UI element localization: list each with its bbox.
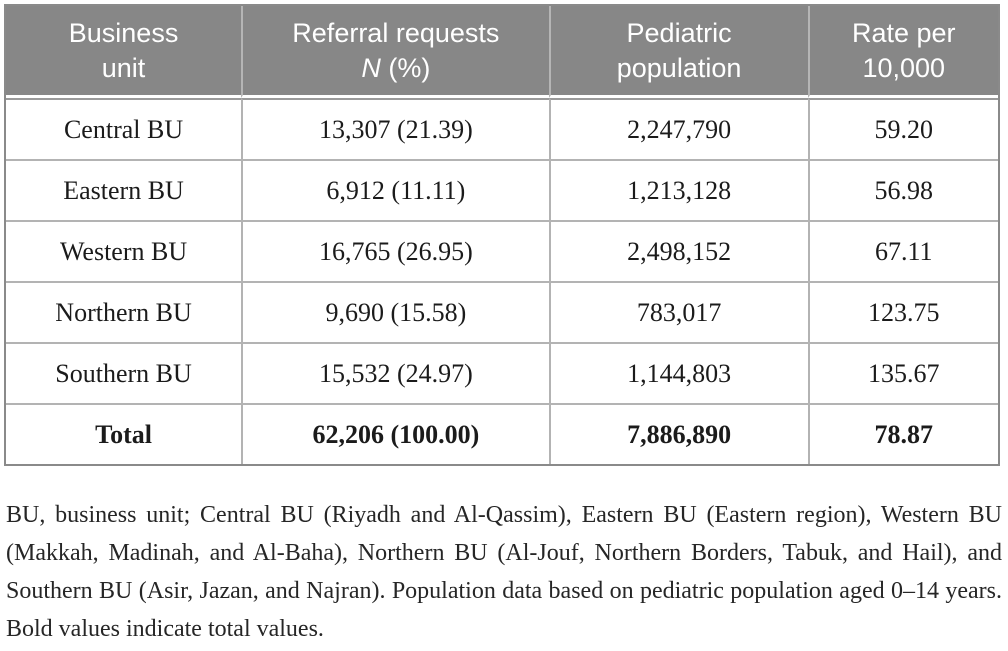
col-header-business-unit: Business unit <box>6 6 242 98</box>
table-row-northern: Northern BU 9,690 (15.58) 783,017 123.75 <box>6 281 998 342</box>
header-n-italic: N <box>361 52 381 83</box>
table-row-southern: Southern BU 15,532 (24.97) 1,144,803 135… <box>6 342 998 403</box>
col-header-rate-per-10000: Rate per 10,000 <box>807 6 998 98</box>
cell-rate: 67.11 <box>807 220 998 281</box>
cell-population: 1,144,803 <box>548 342 808 403</box>
header-percent: (%) <box>388 52 431 83</box>
cell-rate: 56.98 <box>807 159 998 220</box>
cell-unit: Central BU <box>6 98 242 159</box>
data-table: Business unit Referral requests N (%) Pe… <box>6 6 998 464</box>
cell-population-total: 7,886,890 <box>548 403 808 464</box>
cell-population: 2,247,790 <box>548 98 808 159</box>
table-row-central: Central BU 13,307 (21.39) 2,247,790 59.2… <box>6 98 998 159</box>
cell-unit: Eastern BU <box>6 159 242 220</box>
cell-referrals: 16,765 (26.95) <box>241 220 549 281</box>
cell-rate: 123.75 <box>807 281 998 342</box>
table-header-row: Business unit Referral requests N (%) Pe… <box>6 6 998 98</box>
cell-population: 783,017 <box>548 281 808 342</box>
cell-unit: Southern BU <box>6 342 242 403</box>
cell-referrals-total: 62,206 (100.00) <box>241 403 549 464</box>
cell-rate: 135.67 <box>807 342 998 403</box>
referral-table: Business unit Referral requests N (%) Pe… <box>4 4 1000 466</box>
table-row-total: Total 62,206 (100.00) 7,886,890 78.87 <box>6 403 998 464</box>
cell-referrals: 13,307 (21.39) <box>241 98 549 159</box>
cell-unit: Western BU <box>6 220 242 281</box>
header-line: N (%) <box>249 51 543 86</box>
cell-unit: Northern BU <box>6 281 242 342</box>
table-footnote: BU, business unit; Central BU (Riyadh an… <box>6 502 1002 642</box>
cell-rate: 59.20 <box>807 98 998 159</box>
col-header-referral-requests: Referral requests N (%) <box>241 6 549 98</box>
cell-population: 1,213,128 <box>548 159 808 220</box>
cell-referrals: 9,690 (15.58) <box>241 281 549 342</box>
header-line: Pediatric <box>626 17 732 48</box>
cell-population: 2,498,152 <box>548 220 808 281</box>
header-line: Business <box>68 17 179 48</box>
header-line: Referral requests <box>292 17 500 48</box>
table-row-eastern: Eastern BU 6,912 (11.11) 1,213,128 56.98 <box>6 159 998 220</box>
header-line: unit <box>101 52 146 83</box>
header-line: Rate per <box>851 17 956 48</box>
col-header-pediatric-population: Pediatric population <box>548 6 808 98</box>
cell-referrals: 15,532 (24.97) <box>241 342 549 403</box>
cell-unit-total: Total <box>6 403 242 464</box>
header-line: 10,000 <box>862 52 946 83</box>
cell-rate-total: 78.87 <box>807 403 998 464</box>
header-line: population <box>616 52 742 83</box>
table-row-western: Western BU 16,765 (26.95) 2,498,152 67.1… <box>6 220 998 281</box>
cell-referrals: 6,912 (11.11) <box>241 159 549 220</box>
